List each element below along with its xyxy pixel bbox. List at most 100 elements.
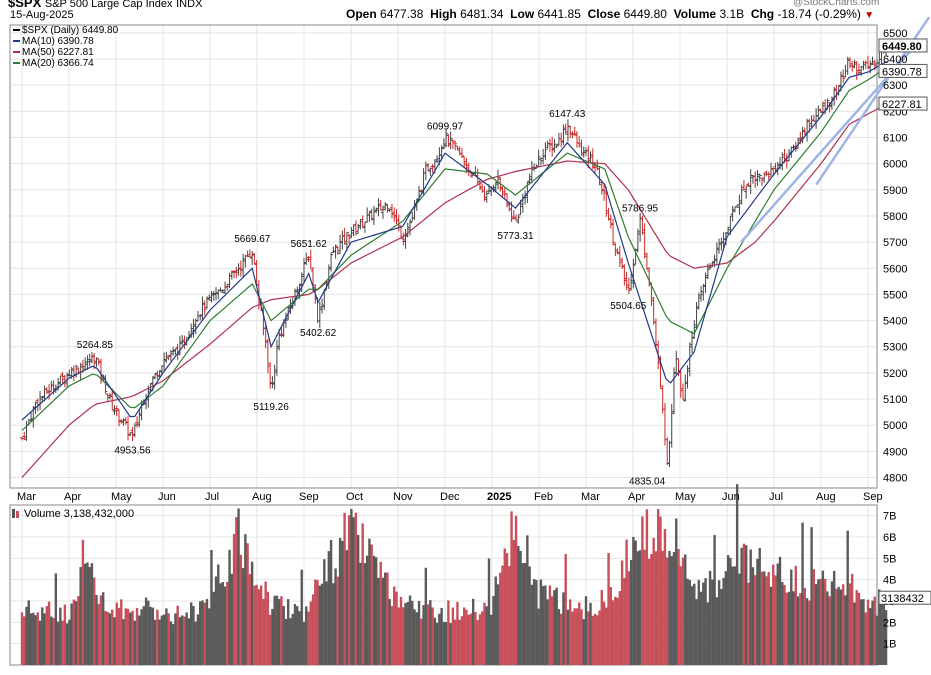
low-label: Low — [510, 7, 535, 21]
exchange: INDX — [176, 0, 203, 10]
volume-bar — [774, 575, 777, 665]
volume-bar — [208, 608, 211, 665]
price-annotations: 5264.85 4953.56 5669.67 5119.26 5651.62 5402.… — [77, 109, 666, 487]
volume-bar — [819, 578, 822, 665]
volume-bar — [230, 573, 234, 665]
volume-bar — [708, 570, 712, 665]
volume-bar — [544, 585, 547, 665]
y-tick-label: 5900 — [883, 185, 907, 197]
volume-bar — [857, 592, 861, 665]
volume-bar — [83, 563, 87, 665]
volume-bar — [180, 615, 184, 665]
volume-legend-swatch — [12, 509, 15, 518]
volume-bar — [614, 596, 617, 665]
volume-bar — [273, 595, 276, 665]
volume-tick-label: 6B — [883, 532, 896, 544]
volume-bar — [345, 550, 349, 665]
volume-bar — [350, 508, 353, 665]
volume-bar — [241, 568, 245, 665]
volume-bar — [760, 571, 764, 665]
price-annotation: 6099.97 — [427, 121, 464, 132]
volume-bar — [25, 606, 28, 665]
price-axis-labels: 4800 4900 5000 5100 5200 5300 5400 5500 5600 5700… — [883, 28, 907, 485]
volume-bar — [451, 607, 455, 665]
volume-bar — [158, 619, 161, 665]
volume-bar — [553, 590, 556, 665]
volume-bar — [406, 602, 409, 665]
volume-bar — [460, 616, 464, 665]
volume-bar — [715, 597, 719, 665]
volume-bar — [690, 586, 694, 665]
volume-bar — [571, 611, 574, 665]
volume-tick-label: 2B — [883, 617, 896, 629]
volume-bar — [275, 595, 279, 665]
volume-bar — [259, 585, 263, 665]
volume-bar — [124, 608, 127, 665]
volume-bar — [830, 581, 834, 665]
volume-tick-label: 1B — [883, 639, 896, 651]
volume-bar — [652, 537, 655, 665]
volume-bar — [178, 617, 182, 665]
trend-line — [740, 45, 916, 243]
volume-bar — [629, 559, 633, 665]
x-tick-label: Sep — [863, 491, 883, 503]
volume-bar — [720, 588, 723, 665]
volume-bar — [129, 612, 132, 665]
volume-bar — [440, 607, 443, 665]
volume-legend-text: Volume 3,138,432,000 — [24, 508, 134, 520]
volume-bar — [591, 615, 594, 665]
volume-bar — [237, 508, 240, 665]
open-label: Open — [346, 7, 377, 21]
volume-bar — [43, 613, 46, 665]
volume-bar — [282, 606, 285, 665]
volume-bar — [684, 554, 687, 665]
y-tick-label: 5500 — [883, 289, 907, 301]
volume-bar — [386, 572, 389, 665]
volume-bar — [769, 586, 773, 665]
y-tick-label: 6000 — [883, 159, 907, 171]
volume-bar — [253, 585, 256, 665]
x-tick-label: Aug — [252, 491, 272, 503]
volume-bar — [296, 606, 299, 665]
price-tag-box — [878, 63, 928, 78]
volume-bar — [796, 596, 800, 665]
volume-bar — [490, 614, 493, 665]
volume-bar — [465, 609, 468, 665]
volume-bar — [559, 613, 563, 665]
volume-bar — [187, 618, 191, 665]
volume-bar — [485, 606, 488, 665]
y-tick-label: 6300 — [883, 80, 907, 92]
volume-bar — [426, 604, 430, 665]
volume-bar — [733, 566, 737, 665]
y-tick-label: 4800 — [883, 473, 907, 485]
open-value: 6477.38 — [380, 7, 424, 21]
volume-bar — [77, 596, 80, 665]
x-tick-label: Mar — [17, 491, 36, 503]
volume-legend: Volume 3,138,432,000 — [12, 508, 134, 520]
volume-bar — [280, 596, 283, 665]
volume-bar — [828, 596, 831, 665]
volume-bar — [325, 581, 328, 665]
x-tick-label: Apr — [64, 491, 81, 503]
volume-bar — [758, 547, 761, 665]
volume-bar — [584, 596, 588, 665]
volume-bar — [192, 605, 195, 665]
y-tick-label: 6400 — [883, 54, 907, 66]
volume-bar — [97, 603, 100, 665]
volume-bar — [185, 612, 188, 665]
volume-bar — [681, 557, 685, 665]
volume-bar — [34, 615, 37, 665]
volume-bar — [794, 565, 798, 665]
volume-bar — [873, 596, 876, 665]
volume-tick-label: 5B — [883, 553, 896, 565]
ma10-line — [21, 60, 888, 421]
volume-bar — [765, 576, 768, 665]
volume-bar — [212, 591, 215, 665]
volume-bar — [517, 545, 520, 665]
volume-bar — [214, 576, 218, 665]
volume-bar — [307, 611, 310, 665]
volume-bar — [79, 567, 82, 665]
volume-bar — [864, 612, 867, 665]
volume-bar — [300, 569, 303, 665]
volume-bar — [866, 599, 870, 665]
